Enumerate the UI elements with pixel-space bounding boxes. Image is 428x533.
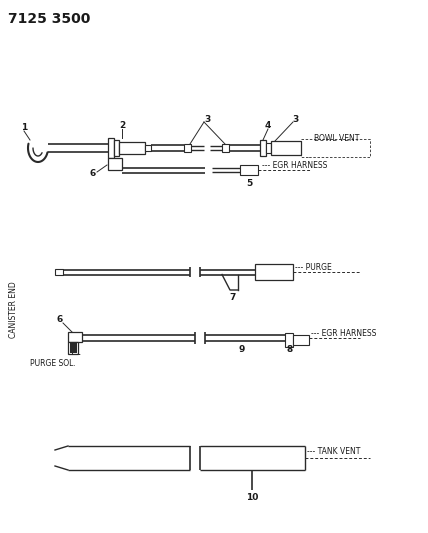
- Text: --- PURGE: --- PURGE: [295, 262, 332, 271]
- Text: 3: 3: [205, 116, 211, 125]
- Bar: [285, 333, 293, 347]
- Bar: [255, 264, 293, 280]
- Bar: [70, 343, 77, 353]
- Text: 8: 8: [287, 345, 293, 354]
- Bar: [108, 138, 114, 158]
- Text: 9: 9: [239, 345, 245, 354]
- Bar: [266, 143, 271, 153]
- Bar: [145, 145, 151, 151]
- Text: 7125 3500: 7125 3500: [8, 12, 90, 26]
- Bar: [68, 342, 78, 354]
- Text: 1: 1: [21, 124, 27, 133]
- Text: 5: 5: [246, 179, 252, 188]
- Bar: [114, 140, 119, 156]
- Bar: [240, 165, 258, 175]
- Bar: [293, 335, 309, 345]
- Bar: [184, 144, 191, 152]
- Text: BOWL VENT: BOWL VENT: [314, 134, 360, 143]
- Bar: [55, 269, 63, 275]
- Bar: [260, 140, 266, 156]
- Text: 10: 10: [246, 494, 258, 503]
- Bar: [108, 158, 122, 170]
- Bar: [68, 332, 82, 342]
- Bar: [119, 142, 145, 154]
- Text: 4: 4: [265, 122, 271, 131]
- Text: --- EGR HARNESS: --- EGR HARNESS: [262, 160, 327, 169]
- Text: 3: 3: [293, 116, 299, 125]
- Bar: [222, 144, 229, 152]
- Text: 6: 6: [57, 316, 63, 325]
- Text: PURGE SOL.: PURGE SOL.: [30, 359, 76, 368]
- Text: CANISTER END: CANISTER END: [9, 281, 18, 338]
- Text: --- TANK VENT: --- TANK VENT: [307, 448, 360, 456]
- Text: 7: 7: [230, 294, 236, 303]
- Text: 2: 2: [119, 122, 125, 131]
- Text: --- EGR HARNESS: --- EGR HARNESS: [311, 328, 376, 337]
- Text: 6: 6: [90, 169, 96, 179]
- Bar: [271, 141, 301, 155]
